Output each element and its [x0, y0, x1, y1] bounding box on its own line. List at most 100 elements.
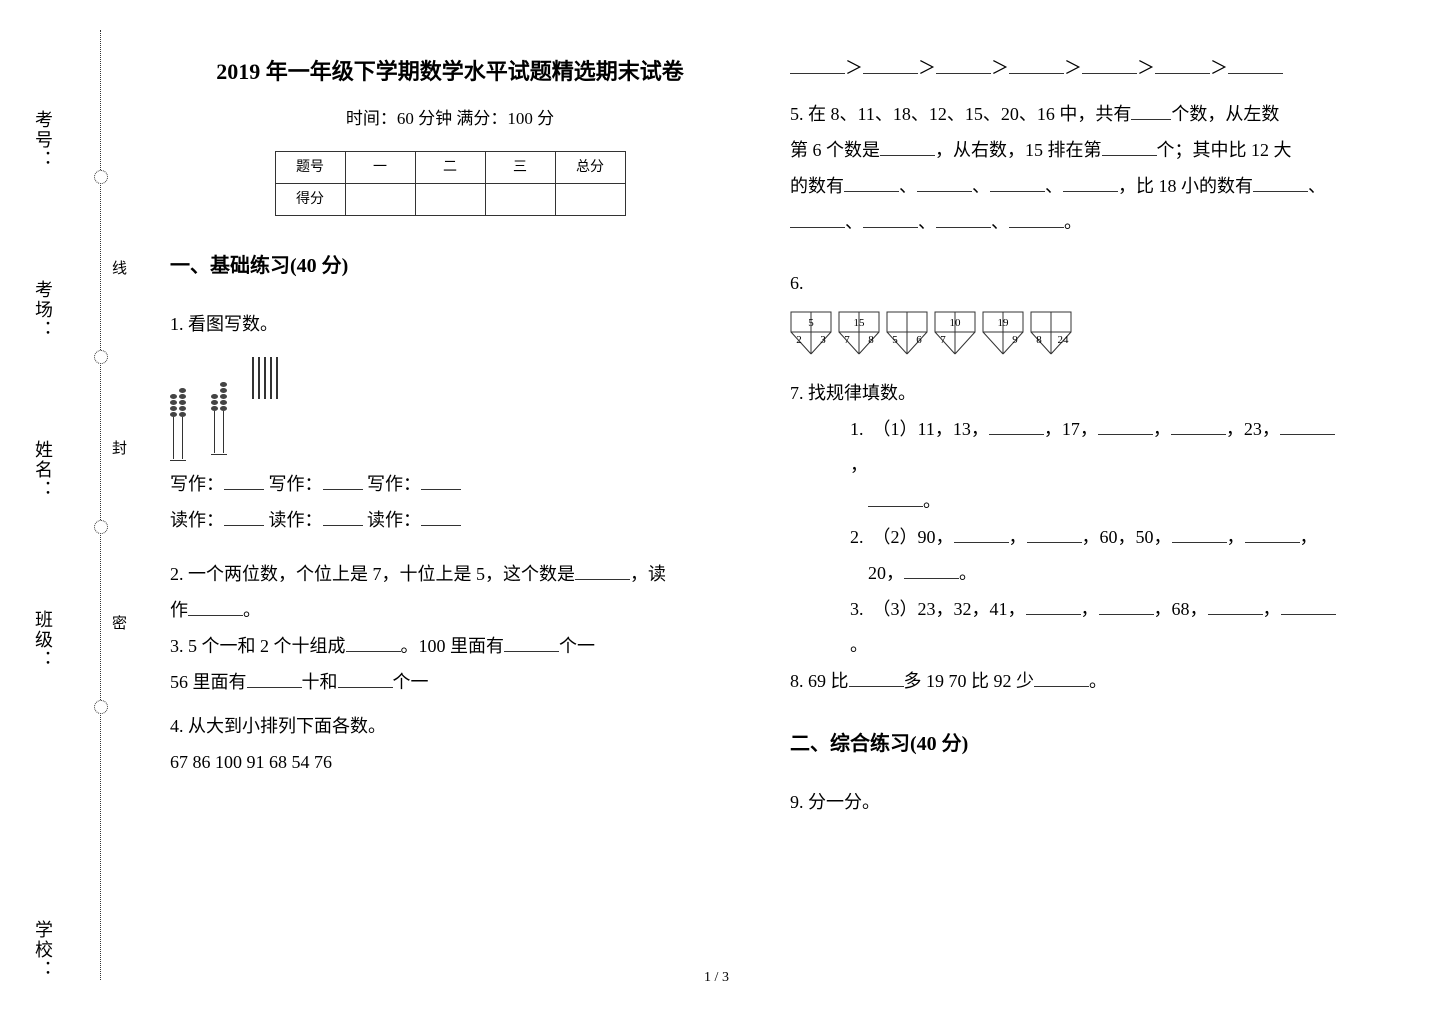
q3b-c: 个一 [393, 672, 429, 692]
seal-mi: 密 [108, 615, 129, 633]
label-name: 姓名： [30, 440, 56, 500]
q7-1-d: ，23， [1226, 419, 1280, 439]
exam-subtitle: 时间：60 分钟 满分：100 分 [170, 102, 730, 136]
td-blank [345, 184, 415, 216]
q7-2-a: （2）90， [873, 527, 954, 547]
column-right: ＞＞＞＞＞＞ 5. 在 8、11、18、12、15、20、16 中，共有个数，从… [790, 50, 1350, 820]
q5-h: ，比 18 小的数有 [1118, 176, 1253, 196]
td-score-label: 得分 [275, 184, 345, 216]
q7-2-c: ，60，50， [1082, 527, 1172, 547]
q7-1-n: 1. [850, 419, 864, 439]
th-2: 二 [415, 152, 485, 184]
q7-stem: 7. 找规律填数。 [790, 375, 1350, 411]
q7-2-b: ， [1009, 527, 1027, 547]
q1-write-3: 写作： [367, 474, 421, 494]
q7-2-e: ， [1300, 527, 1318, 547]
q5: 5. 在 8、11、18、12、15、20、16 中，共有个数，从左数 第 6 … [790, 96, 1350, 240]
q2-a: 2. 一个两位数，个位上是 7，十位上是 5，这个数是 [170, 564, 575, 584]
q7-3-d: ， [1263, 599, 1281, 619]
q7-3-c: ，68， [1154, 599, 1208, 619]
q2: 2. 一个两位数，个位上是 7，十位上是 5，这个数是 ，读 作 。 [170, 556, 730, 628]
q5-g2: 、 [972, 176, 990, 196]
td-blank [485, 184, 555, 216]
q1-read-1: 读作： [170, 510, 224, 530]
q7-1-f: 。 [923, 491, 941, 511]
q7-2-n: 2. [850, 527, 864, 547]
q5-c2: 、 [845, 212, 863, 232]
td-blank [415, 184, 485, 216]
th-1: 一 [345, 152, 415, 184]
q7-3-b: ， [1081, 599, 1099, 619]
svg-text:8: 8 [868, 334, 874, 346]
seal-feng: 封 [108, 440, 129, 458]
q7-item-3: 3. （3）23，32，41，，，68，，。 [850, 591, 1350, 663]
fan-item: 5 6 [886, 311, 928, 355]
q3b-b: 十和 [302, 672, 338, 692]
q7-3-n: 3. [850, 599, 864, 619]
q3-b: 。100 里面有 [401, 636, 505, 656]
q5-g3: 、 [1045, 176, 1063, 196]
q7-list: 1. （1）11，13， ，17， ， ，23， ， 。 2. （2）90， ， ，60，5… [790, 411, 1350, 663]
q5-f: 的数有 [790, 176, 844, 196]
page-number: 1 / 3 [704, 970, 729, 986]
q2-d: 。 [243, 600, 261, 620]
q7-2-f2a: 20， [868, 563, 904, 583]
exam-title: 2019 年一年级下学期数学水平试题精选期末试卷 [170, 50, 730, 94]
q3-a: 3. 5 个一和 2 个十组成 [170, 636, 346, 656]
q8: 8. 69 比多 19 70 比 92 少。 [790, 663, 1350, 699]
q3b-a: 56 里面有 [170, 672, 247, 692]
q5-d: ，从右数，15 排在第 [935, 140, 1102, 160]
svg-text:3: 3 [820, 334, 826, 346]
svg-text:2: 2 [796, 334, 802, 346]
q5-g1: 、 [899, 176, 917, 196]
svg-text:10: 10 [950, 317, 962, 329]
q1-write-row: 写作： 写作： 写作： [170, 466, 730, 502]
svg-text:7: 7 [940, 334, 946, 346]
q5-c1: 、 [1308, 176, 1326, 196]
th-3: 三 [485, 152, 555, 184]
q1-write-2: 写作： [269, 474, 323, 494]
q7-2-d: ， [1227, 527, 1245, 547]
q1-read-2: 读作： [269, 510, 323, 530]
q5-c: 第 6 个数是 [790, 140, 880, 160]
q7-3-a: （3）23，32，41， [873, 599, 1026, 619]
fan-item: 10 7 [934, 311, 976, 355]
q4-answerline: ＞＞＞＞＞＞ [790, 50, 1350, 86]
q2-c: 作 [170, 600, 188, 620]
fan-item: 19 9 [982, 311, 1024, 355]
q5-e: 个；其中比 12 大 [1157, 140, 1292, 160]
label-class: 班级： [30, 610, 56, 670]
q7-1-a: （1）11，13， [873, 419, 989, 439]
svg-text:15: 15 [854, 317, 866, 329]
svg-text:5: 5 [808, 317, 814, 329]
q7-1-c: ， [1153, 419, 1171, 439]
q8-c: 。 [1089, 671, 1107, 691]
q7-1-b: ，17， [1044, 419, 1098, 439]
q1-write-1: 写作： [170, 474, 224, 494]
q7-2-f2b: 。 [959, 563, 977, 583]
q3: 3. 5 个一和 2 个十组成 。100 里面有 个一 [170, 628, 730, 664]
q4-stem: 4. 从大到小排列下面各数。 [170, 708, 730, 744]
q7-item-2: 2. （2）90， ， ，60，50， ， ， 20， 。 [850, 519, 1350, 591]
svg-text:6: 6 [916, 334, 922, 346]
q2-b: ，读 [630, 564, 666, 584]
q7-item-1: 1. （1）11，13，，17，，，23，， 。 [850, 411, 1350, 519]
q3b: 56 里面有 十和 个一 [170, 664, 730, 700]
section1-heading: 一、基础练习(40 分) [170, 246, 730, 286]
q1-read-3: 读作： [367, 510, 421, 530]
svg-text:9: 9 [1012, 334, 1018, 346]
q1-stem: 1. 看图写数。 [170, 306, 730, 342]
svg-text:24: 24 [1058, 334, 1070, 346]
th-0: 题号 [275, 152, 345, 184]
q8-a: 8. 69 比 [790, 671, 849, 691]
column-left: 2019 年一年级下学期数学水平试题精选期末试卷 时间：60 分钟 满分：100… [170, 50, 730, 820]
td-blank [555, 184, 625, 216]
q9-stem: 9. 分一分。 [790, 784, 1350, 820]
q6-fans: 5 2 3 15 7 8 5 6 10 7 19 9 [790, 311, 1350, 355]
q1-read-row: 读作： 读作： 读作： [170, 502, 730, 538]
q3-c: 个一 [559, 636, 595, 656]
svg-text:7: 7 [844, 334, 850, 346]
label-room: 考场： [30, 280, 56, 340]
q4-nums: 67 86 100 91 68 54 76 [170, 744, 730, 780]
fan-item: 5 2 3 [790, 311, 832, 355]
